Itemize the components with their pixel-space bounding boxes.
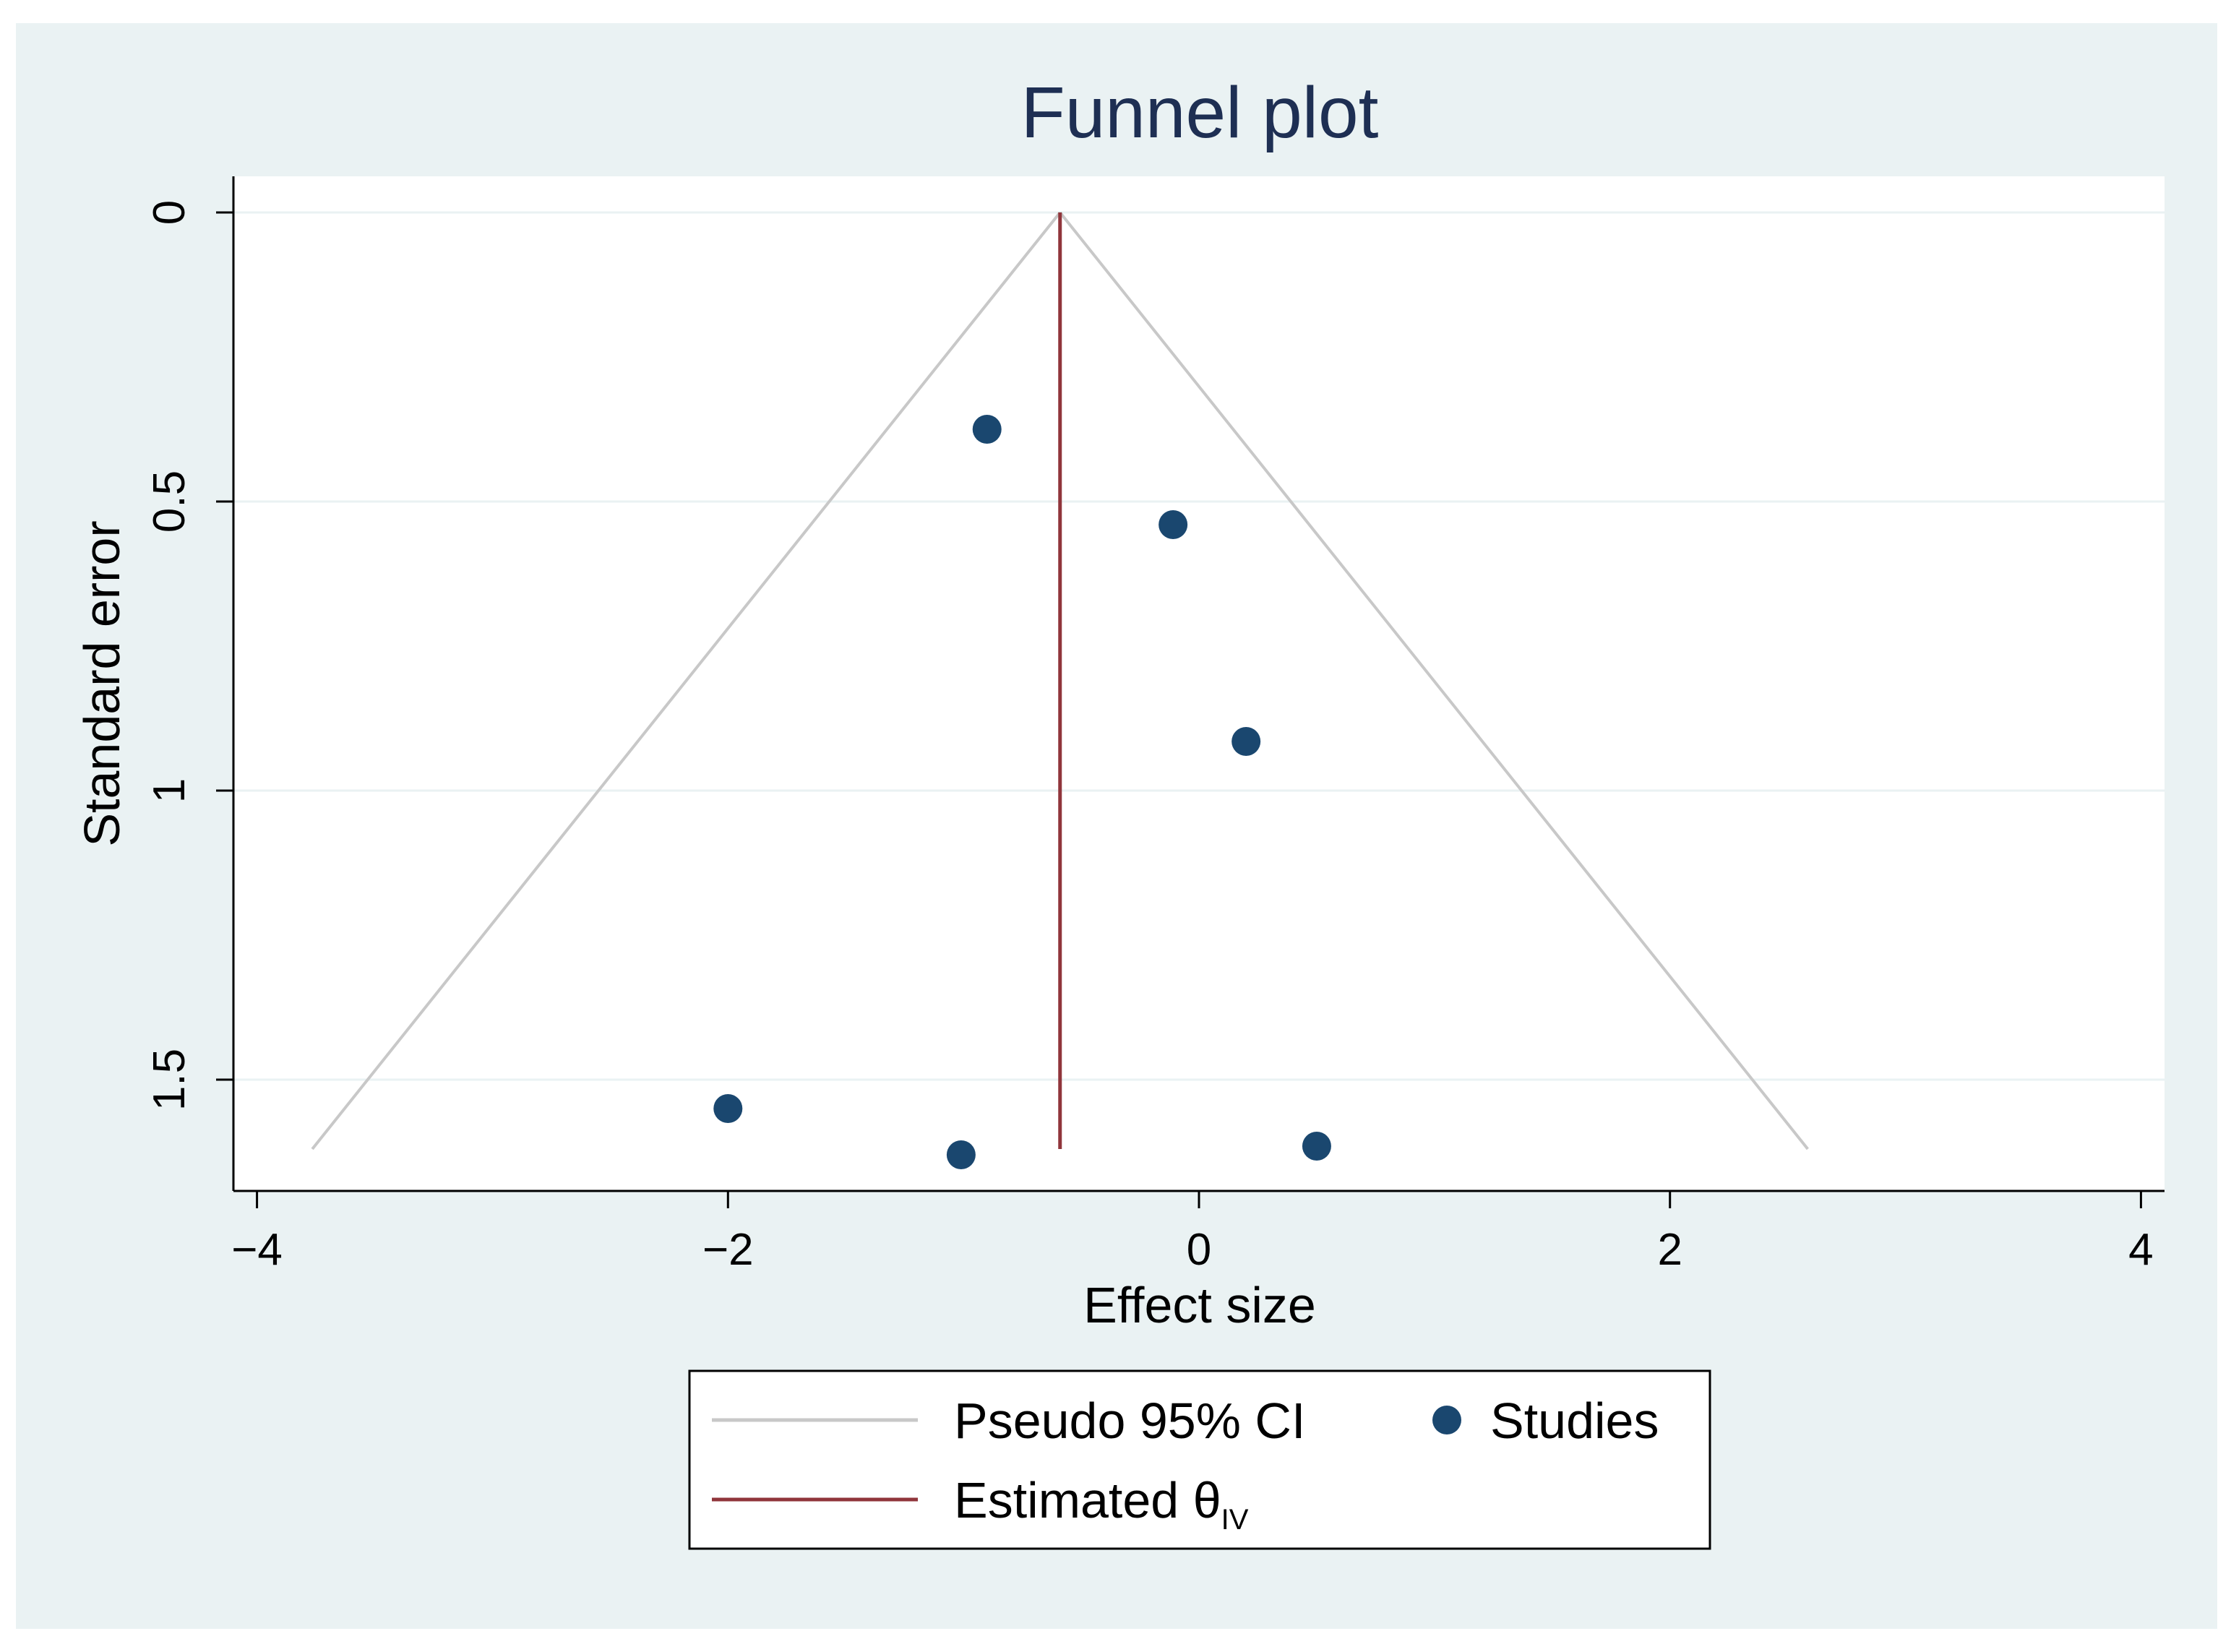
legend-estimate-subscript: IV: [1221, 1504, 1249, 1536]
grid-lines: [233, 211, 2165, 1081]
legend-studies-label: Studies: [1490, 1393, 1659, 1449]
study-point: [946, 1140, 976, 1169]
y-tick-label: 1: [145, 778, 194, 803]
legend-box: [688, 1369, 1711, 1550]
x-tick-label: 4: [2128, 1225, 2153, 1275]
funnel-ci-lines: [311, 211, 1809, 1150]
y-tick-label: 1.5: [145, 1049, 194, 1111]
x-axis-ticks: −4 −2 0 2 4: [231, 1191, 2154, 1275]
study-point: [1302, 1132, 1331, 1161]
legend-estimate-text: Estimated θ: [954, 1472, 1221, 1528]
y-axis-label: Standard error: [74, 520, 130, 846]
y-tick-label: 0: [145, 200, 194, 225]
x-tick-label: 0: [1187, 1225, 1211, 1275]
study-points: [713, 415, 1331, 1169]
legend-estimate-label: Estimated θIV: [954, 1472, 1249, 1536]
x-tick-label: 2: [1657, 1225, 1682, 1275]
chart-title: Funnel plot: [1021, 72, 1379, 153]
funnel-right-line: [1059, 211, 1809, 1150]
funnel-left-line: [311, 211, 1062, 1150]
study-point: [713, 1094, 743, 1123]
y-axis-ticks: 0 0.5 1 1.5: [145, 200, 233, 1111]
x-tick-label: −2: [702, 1225, 754, 1275]
plot-area: [233, 176, 2165, 1191]
legend-ci-label: Pseudo 95% CI: [954, 1393, 1305, 1449]
study-point: [972, 415, 1002, 444]
legend-studies-marker: [1432, 1406, 1461, 1434]
legend: Pseudo 95% CI Studies Estimated θIV: [688, 1369, 1711, 1550]
x-axis-label: Effect size: [1083, 1277, 1316, 1333]
study-point: [1231, 727, 1261, 756]
x-tick-label: −4: [231, 1225, 283, 1275]
study-point: [1159, 510, 1188, 539]
y-tick-label: 0.5: [145, 470, 194, 533]
